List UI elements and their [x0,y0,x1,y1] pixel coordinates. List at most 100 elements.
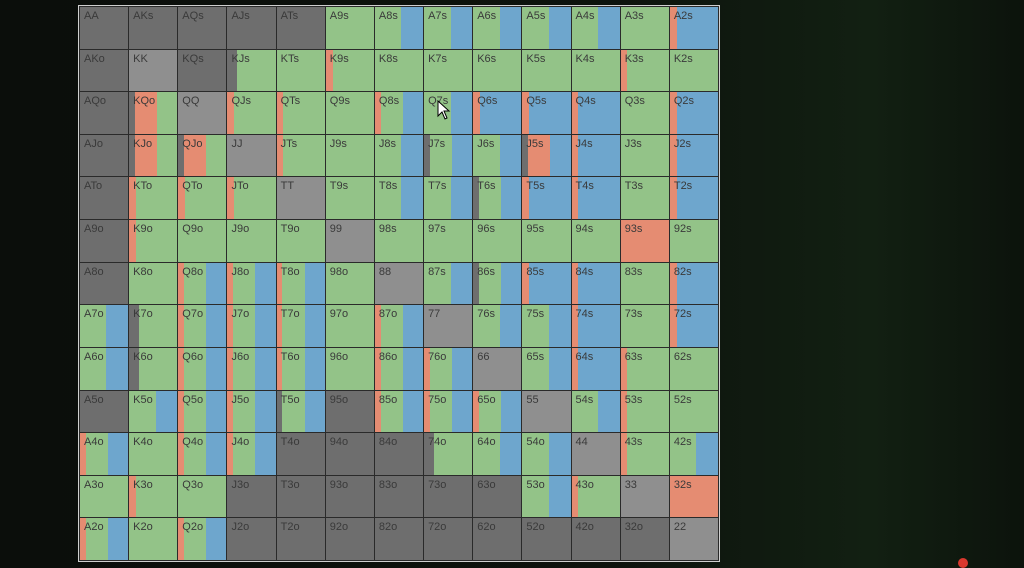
hand-cell[interactable]: KJs [227,49,276,92]
hand-cell[interactable]: 42o [571,518,620,560]
hand-cell[interactable]: 97o [325,305,374,347]
hand-cell[interactable]: T3s [620,177,669,220]
hand-cell[interactable]: 73o [424,475,473,518]
hand-cell[interactable]: Q4o [178,433,227,475]
hand-cell[interactable]: 92o [325,518,374,560]
hand-cell[interactable]: A4o [80,433,129,475]
hand-cell[interactable]: 64s [571,347,620,390]
hand-cell[interactable]: T7o [276,305,325,347]
hand-cell[interactable]: QTs [276,92,325,134]
hand-cell[interactable]: 55 [522,390,571,433]
hand-cell[interactable]: A8s [374,7,424,49]
hand-cell[interactable]: 63o [473,475,522,518]
hand-cell[interactable]: K3o [129,475,178,518]
hand-cell[interactable]: AKs [129,7,178,49]
hand-cell[interactable]: K8s [374,49,424,92]
hand-cell[interactable]: 54o [522,433,571,475]
hand-cell[interactable]: 52s [669,390,718,433]
hand-cell[interactable]: A5s [522,7,571,49]
hand-cell[interactable]: A3s [620,7,669,49]
hand-cell[interactable]: T9o [276,220,325,262]
hand-cell[interactable]: JTs [276,134,325,177]
hand-cell[interactable]: T8s [374,177,424,220]
hand-cell[interactable]: 96s [473,220,522,262]
hand-cell[interactable]: 77 [424,305,473,347]
hand-cell[interactable]: 94o [325,433,374,475]
hand-cell[interactable]: ATs [276,7,325,49]
hand-cell[interactable]: A7o [80,305,129,347]
hand-cell[interactable]: 84o [374,433,424,475]
hand-cell[interactable]: 87o [374,305,424,347]
hand-cell[interactable]: 72s [669,305,718,347]
hand-cell[interactable]: AJo [80,134,129,177]
hand-cell[interactable]: 63s [620,347,669,390]
hand-cell[interactable]: J9o [227,220,276,262]
hand-cell[interactable]: Q8s [374,92,424,134]
hand-cell[interactable]: J2s [669,134,718,177]
hand-cell[interactable]: J8o [227,262,276,305]
hand-cell[interactable]: T3o [276,475,325,518]
hand-cell[interactable]: AQo [80,92,129,134]
hand-cell[interactable]: 83s [620,262,669,305]
hand-cell[interactable]: J7o [227,305,276,347]
hand-cell[interactable]: 22 [669,518,718,560]
hand-cell[interactable]: K7o [129,305,178,347]
hand-cell[interactable]: 43s [620,433,669,475]
hand-cell[interactable]: J6o [227,347,276,390]
hand-cell[interactable]: A6o [80,347,129,390]
hand-cell[interactable]: Q8o [178,262,227,305]
hand-cell[interactable]: A7s [424,7,473,49]
hand-cell[interactable]: 66 [473,347,522,390]
hand-cell[interactable]: JJ [227,134,276,177]
hand-cell[interactable]: 95o [325,390,374,433]
hand-cell[interactable]: K9s [325,49,374,92]
hand-cell[interactable]: K5s [522,49,571,92]
hand-cell[interactable]: T9s [325,177,374,220]
hand-cell[interactable]: 86s [473,262,522,305]
hand-cell[interactable]: 88 [374,262,424,305]
hand-cell[interactable]: J6s [473,134,522,177]
hand-cell[interactable]: J2o [227,518,276,560]
hand-cell[interactable]: K5o [129,390,178,433]
hand-cell[interactable]: 97s [424,220,473,262]
hand-cell[interactable]: Q9o [178,220,227,262]
hand-cell[interactable]: QQ [178,92,227,134]
hand-cell[interactable]: T6o [276,347,325,390]
hand-cell[interactable]: K9o [129,220,178,262]
hand-cell[interactable]: 87s [424,262,473,305]
hand-cell[interactable]: A3o [80,475,129,518]
hand-cell[interactable]: T2o [276,518,325,560]
hand-cell[interactable]: A2s [669,7,718,49]
hand-cell[interactable]: 53s [620,390,669,433]
hand-cell[interactable]: ATo [80,177,129,220]
hand-cell[interactable]: A9o [80,220,129,262]
hand-cell[interactable]: 85o [374,390,424,433]
hand-cell[interactable]: 84s [571,262,620,305]
hand-cell[interactable]: 72o [424,518,473,560]
hand-cell[interactable]: Q5o [178,390,227,433]
hand-cell[interactable]: T2s [669,177,718,220]
hand-cell[interactable]: KTo [129,177,178,220]
hand-cell[interactable]: 85s [522,262,571,305]
hand-cell[interactable]: 32o [620,518,669,560]
hand-cell[interactable]: K7s [424,49,473,92]
hand-cell[interactable]: Q7o [178,305,227,347]
hand-cell[interactable]: 98s [374,220,424,262]
hand-cell[interactable]: 76s [473,305,522,347]
hand-cell[interactable]: J9s [325,134,374,177]
hand-cell[interactable]: 92s [669,220,718,262]
hand-cell[interactable]: Q3s [620,92,669,134]
hand-cell[interactable]: 32s [669,475,718,518]
hand-cell[interactable]: T7s [424,177,473,220]
hand-cell[interactable]: 98o [325,262,374,305]
hand-cell[interactable]: 73s [620,305,669,347]
hand-cell[interactable]: J8s [374,134,424,177]
hand-cell[interactable]: QJo [178,134,227,177]
hand-cell[interactable]: 65o [473,390,522,433]
hand-cell[interactable]: Q7s [424,92,473,134]
hand-cell[interactable]: 54s [571,390,620,433]
hand-cell[interactable]: Q2o [178,518,227,560]
hand-cell[interactable]: T8o [276,262,325,305]
hand-cell[interactable]: 96o [325,347,374,390]
hand-cell[interactable]: J4o [227,433,276,475]
